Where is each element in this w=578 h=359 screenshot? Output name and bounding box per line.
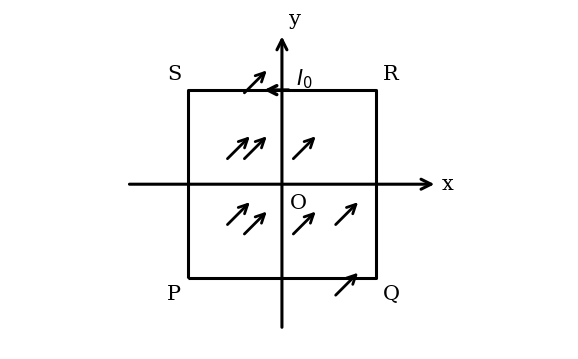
Text: R: R [383, 65, 398, 84]
Text: O: O [290, 194, 306, 213]
Text: P: P [167, 285, 181, 304]
Text: y: y [288, 10, 301, 29]
Text: $I_0$: $I_0$ [296, 67, 313, 90]
Text: Q: Q [383, 285, 399, 304]
Text: S: S [167, 65, 181, 84]
Text: x: x [442, 175, 454, 194]
